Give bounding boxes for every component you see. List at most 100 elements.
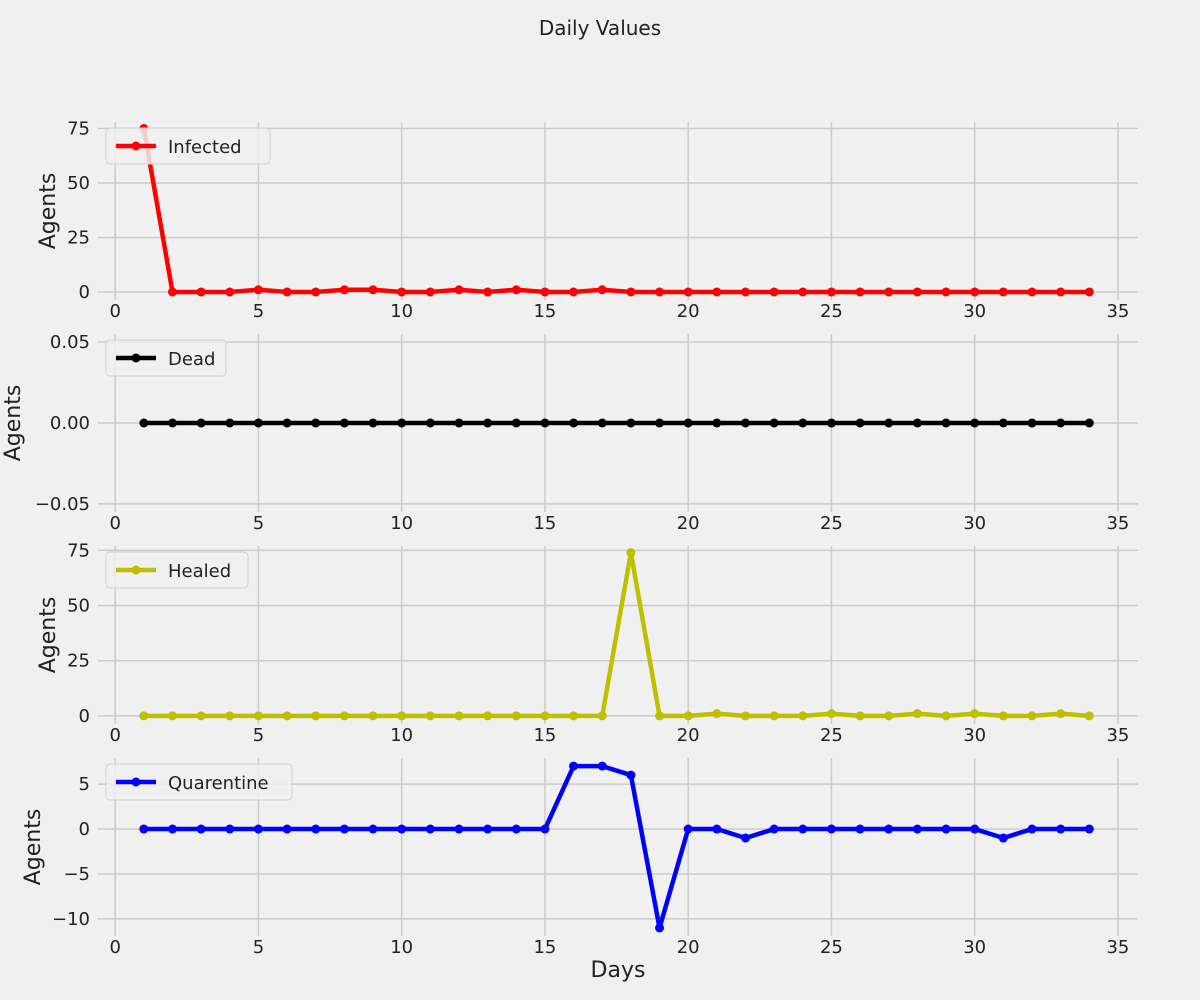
data-point	[740, 711, 750, 721]
data-point	[798, 824, 808, 834]
data-point	[626, 770, 636, 780]
x-tick-label: 30	[963, 301, 986, 322]
x-tick-label: 25	[820, 301, 843, 322]
legend-box	[105, 763, 293, 801]
x-tick-label: 0	[109, 301, 120, 322]
x-tick-label: 0	[109, 513, 120, 534]
data-point	[425, 824, 435, 834]
data-point	[253, 711, 263, 721]
data-point	[483, 711, 493, 721]
x-axis-label: Days	[591, 958, 646, 983]
data-point	[167, 418, 177, 428]
data-point	[339, 285, 349, 295]
y-tick-label: 0	[79, 819, 90, 840]
x-tick-label: 5	[253, 513, 264, 534]
data-point	[998, 418, 1008, 428]
data-point	[339, 418, 349, 428]
data-point	[798, 418, 808, 428]
x-tick-label: 10	[390, 725, 413, 746]
legend-box	[105, 127, 271, 165]
data-point	[1056, 418, 1066, 428]
legend-marker	[131, 565, 141, 575]
x-tick-label: 30	[963, 725, 986, 746]
data-point	[626, 287, 636, 297]
data-point	[569, 418, 579, 428]
data-point	[683, 287, 693, 297]
data-point	[253, 418, 263, 428]
data-point	[569, 761, 579, 771]
data-point	[368, 418, 378, 428]
data-point	[569, 287, 579, 297]
data-point	[540, 711, 550, 721]
x-tick-label: 0	[109, 725, 120, 746]
x-tick-label: 20	[677, 937, 700, 958]
data-point	[196, 824, 206, 834]
data-point	[855, 418, 865, 428]
data-point	[196, 418, 206, 428]
data-point	[826, 418, 836, 428]
data-point	[454, 418, 464, 428]
x-tick-label: 30	[963, 937, 986, 958]
legend-label: Healed	[168, 561, 231, 582]
data-point	[826, 824, 836, 834]
data-point	[311, 824, 321, 834]
data-point	[941, 711, 951, 721]
y-axis-label: Agents	[21, 809, 46, 886]
data-point	[397, 418, 407, 428]
data-point	[282, 287, 292, 297]
data-point	[1027, 711, 1037, 721]
data-point	[626, 418, 636, 428]
data-point	[941, 418, 951, 428]
x-tick-label: 15	[533, 725, 556, 746]
x-tick-label: 5	[253, 301, 264, 322]
y-tick-label: 50	[67, 173, 90, 194]
y-tick-label: 25	[67, 651, 90, 672]
data-point	[511, 285, 521, 295]
y-tick-label: 5	[79, 774, 90, 795]
data-point	[1027, 287, 1037, 297]
data-point	[483, 287, 493, 297]
legend-label: Quarentine	[168, 773, 269, 794]
x-tick-label: 15	[533, 937, 556, 958]
data-point	[1056, 709, 1066, 719]
data-point	[139, 711, 149, 721]
data-point	[912, 824, 922, 834]
x-tick-label: 10	[390, 301, 413, 322]
data-point	[712, 287, 722, 297]
data-point	[769, 287, 779, 297]
data-point	[826, 709, 836, 719]
data-point	[884, 711, 894, 721]
data-point	[798, 711, 808, 721]
x-tick-label: 10	[390, 513, 413, 534]
x-tick-label: 35	[1106, 725, 1129, 746]
data-point	[483, 824, 493, 834]
x-tick-label: 25	[820, 513, 843, 534]
data-point	[970, 418, 980, 428]
data-point	[1084, 711, 1094, 721]
y-axis-label: Agents	[36, 173, 61, 250]
data-point	[196, 287, 206, 297]
legend-marker	[131, 777, 141, 787]
x-tick-label: 20	[677, 513, 700, 534]
data-point	[311, 711, 321, 721]
data-point	[912, 709, 922, 719]
data-point	[253, 824, 263, 834]
data-point	[425, 287, 435, 297]
data-point	[397, 824, 407, 834]
data-point	[511, 418, 521, 428]
legend-marker	[131, 353, 141, 363]
data-point	[1027, 824, 1037, 834]
data-point	[1084, 418, 1094, 428]
data-point	[740, 418, 750, 428]
data-point	[540, 824, 550, 834]
data-point	[769, 824, 779, 834]
data-point	[368, 711, 378, 721]
y-tick-label: 0	[79, 706, 90, 727]
data-point	[740, 287, 750, 297]
y-tick-label: 25	[67, 227, 90, 248]
data-point	[655, 418, 665, 428]
x-tick-label: 5	[253, 725, 264, 746]
data-point	[339, 711, 349, 721]
data-point	[454, 824, 464, 834]
data-point	[368, 285, 378, 295]
